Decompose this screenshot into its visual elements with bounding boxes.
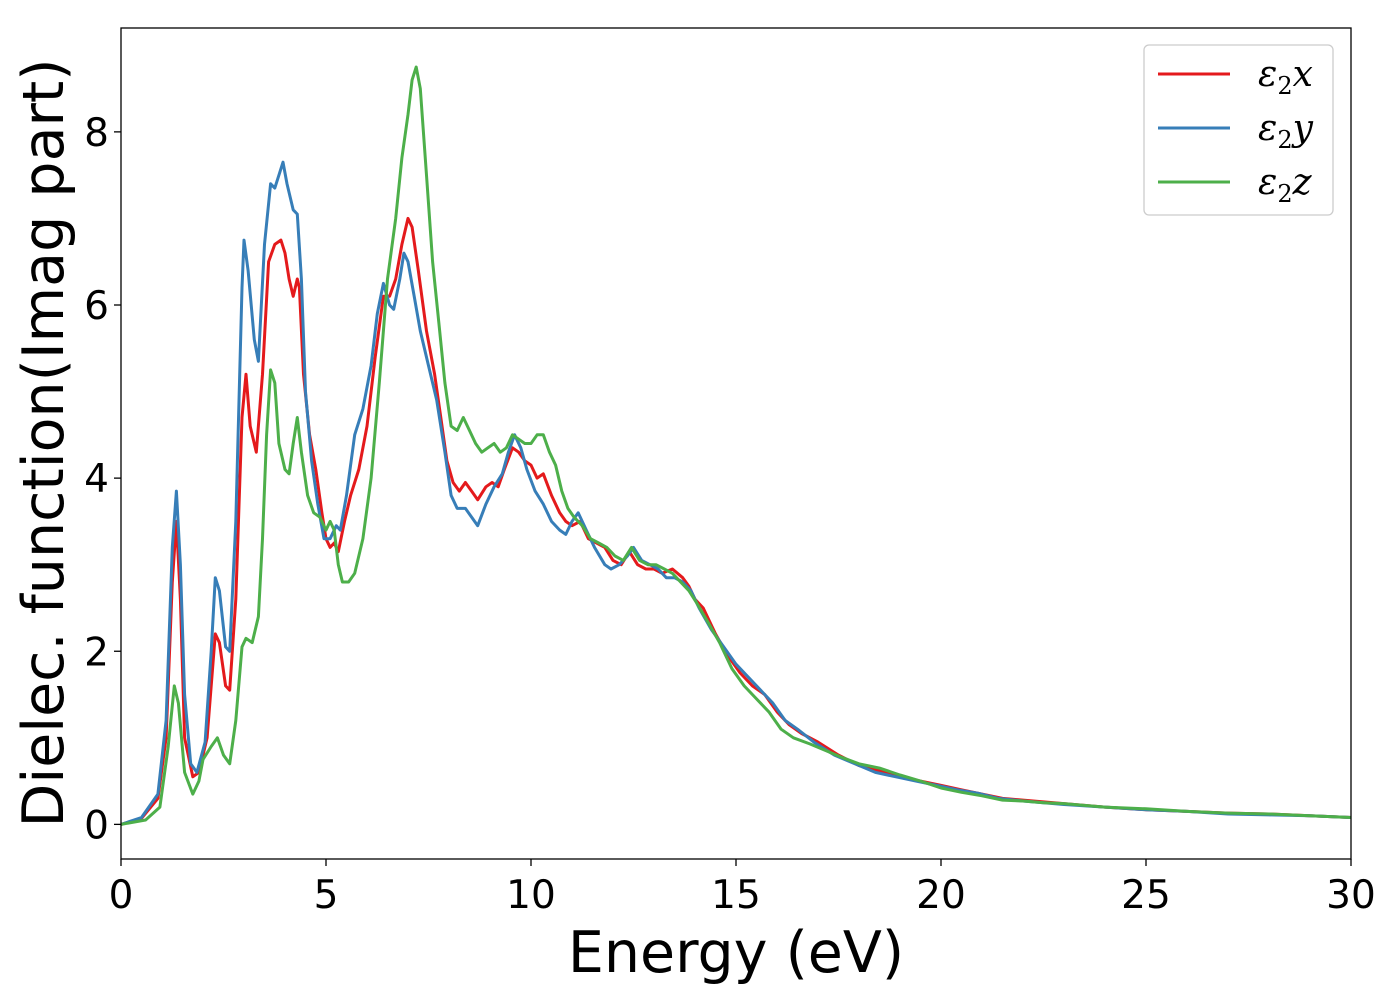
x-tick-label: 5 (314, 873, 339, 918)
x-tick-label: 20 (916, 873, 966, 918)
x-tick-label: 30 (1326, 873, 1376, 918)
series-lines (121, 65, 1351, 826)
x-axis-ticks: 0 5 10 15 20 25 30 (109, 859, 1376, 918)
y-tick-label: 6 (84, 284, 109, 329)
x-tick-label: 25 (1121, 873, 1171, 918)
y-tick-label: 0 (84, 803, 109, 848)
series-line-x (121, 216, 1351, 826)
legend-label-y: ε2y (1258, 108, 1314, 154)
y-tick-label: 2 (84, 630, 109, 675)
legend: ε2x ε2y ε2z (1143, 44, 1334, 216)
y-tick-label: 8 (84, 111, 109, 156)
y-tick-label: 4 (84, 457, 109, 502)
y-axis-ticks: 0 2 4 6 8 (84, 111, 121, 848)
legend-label-z: ε2z (1258, 162, 1313, 208)
y-axis-label: Dielec. function(Imag part) (11, 58, 77, 827)
series-line-z (121, 65, 1351, 826)
legend-box (1143, 44, 1334, 216)
legend-label-x: ε2x (1258, 54, 1313, 100)
x-tick-label: 15 (711, 873, 761, 918)
x-tick-label: 10 (506, 873, 556, 918)
series-line-y (121, 160, 1351, 826)
x-tick-label: 0 (109, 873, 134, 918)
x-axis-label: Energy (eV) (568, 920, 904, 986)
